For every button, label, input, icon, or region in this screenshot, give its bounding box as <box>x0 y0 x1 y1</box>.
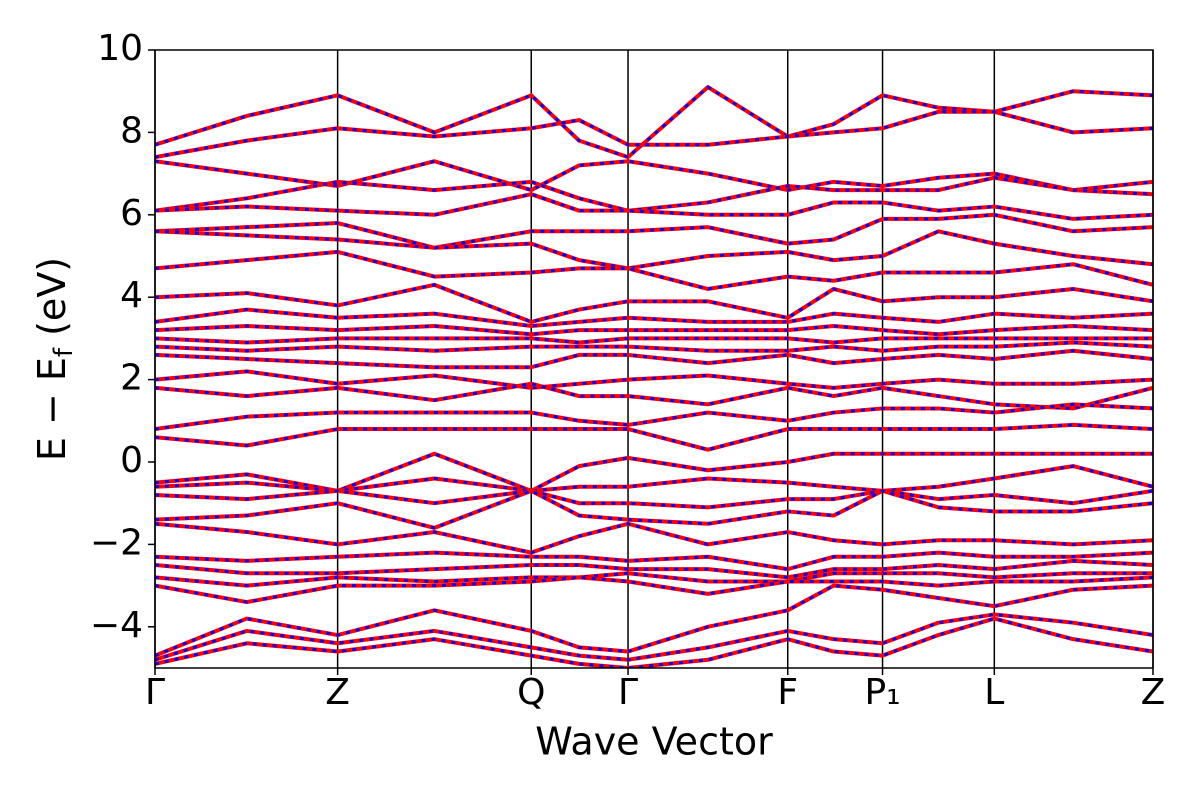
band <box>155 336 1153 345</box>
band-overlay <box>155 159 1153 192</box>
band <box>155 348 1153 370</box>
band <box>155 249 1153 291</box>
y-label-main: E − E <box>30 357 74 461</box>
band-overlay <box>155 489 1153 530</box>
x-tick-label: Z <box>1141 672 1166 713</box>
labels: −4 −2 0 2 4 6 8 10 Γ Z Q Γ F P₁ L Z <box>90 28 1165 713</box>
y-tick-label: −2 <box>90 522 143 563</box>
band-overlay <box>155 489 1153 509</box>
band <box>155 616 1153 668</box>
band-overlay <box>155 559 1153 579</box>
band <box>155 464 1153 493</box>
band <box>155 324 1153 337</box>
band <box>155 422 1153 452</box>
x-tick-label: Q <box>517 672 545 713</box>
y-label-sub: f <box>49 347 79 357</box>
band <box>155 340 1153 353</box>
band <box>155 192 1153 221</box>
x-tick-label: Z <box>325 672 350 713</box>
y-label-unit: (eV) <box>30 257 74 348</box>
band <box>155 159 1153 193</box>
x-axis-label: Wave Vector <box>535 720 773 764</box>
band <box>155 369 1153 390</box>
band-overlay <box>155 402 1153 431</box>
y-axis-label: E − Ef (eV) <box>30 257 79 461</box>
band <box>155 402 1153 432</box>
y-tick-label: −4 <box>90 605 143 646</box>
band <box>155 381 1153 411</box>
x-tick-label: P₁ <box>864 672 900 713</box>
y-tick-label: 0 <box>120 440 143 481</box>
band-overlay <box>155 308 1153 328</box>
y-tick-label: 8 <box>120 110 143 151</box>
band-overlay <box>155 324 1153 336</box>
band <box>155 575 1153 605</box>
band-overlay <box>155 522 1153 555</box>
band-overlay <box>155 612 1153 662</box>
band <box>155 451 1153 493</box>
y-tick-label: 2 <box>120 358 143 399</box>
band-overlay <box>155 349 1153 369</box>
x-tick-label: Γ <box>145 672 165 713</box>
plot-frame <box>154 49 1154 669</box>
band-overlay <box>155 336 1153 345</box>
x-tick-label: Γ <box>618 672 638 713</box>
band <box>155 307 1153 329</box>
band-overlay <box>155 571 1153 588</box>
band-overlay <box>155 213 1153 250</box>
band <box>155 282 1153 324</box>
y-tick-label: 4 <box>120 275 143 316</box>
band-overlay <box>155 584 1153 658</box>
bands <box>155 85 1153 668</box>
band <box>155 521 1153 555</box>
x-tick-label: L <box>984 672 1004 713</box>
y-tick-label: 10 <box>97 28 143 69</box>
band <box>155 488 1153 510</box>
band <box>155 229 1153 271</box>
band-overlay <box>155 110 1153 159</box>
band-overlay <box>155 176 1153 213</box>
band-overlay <box>155 551 1153 571</box>
x-tick-label: F <box>777 672 798 713</box>
band-overlay <box>155 341 1153 353</box>
y-tick-label: 6 <box>120 193 143 234</box>
band-overlay <box>155 229 1153 270</box>
